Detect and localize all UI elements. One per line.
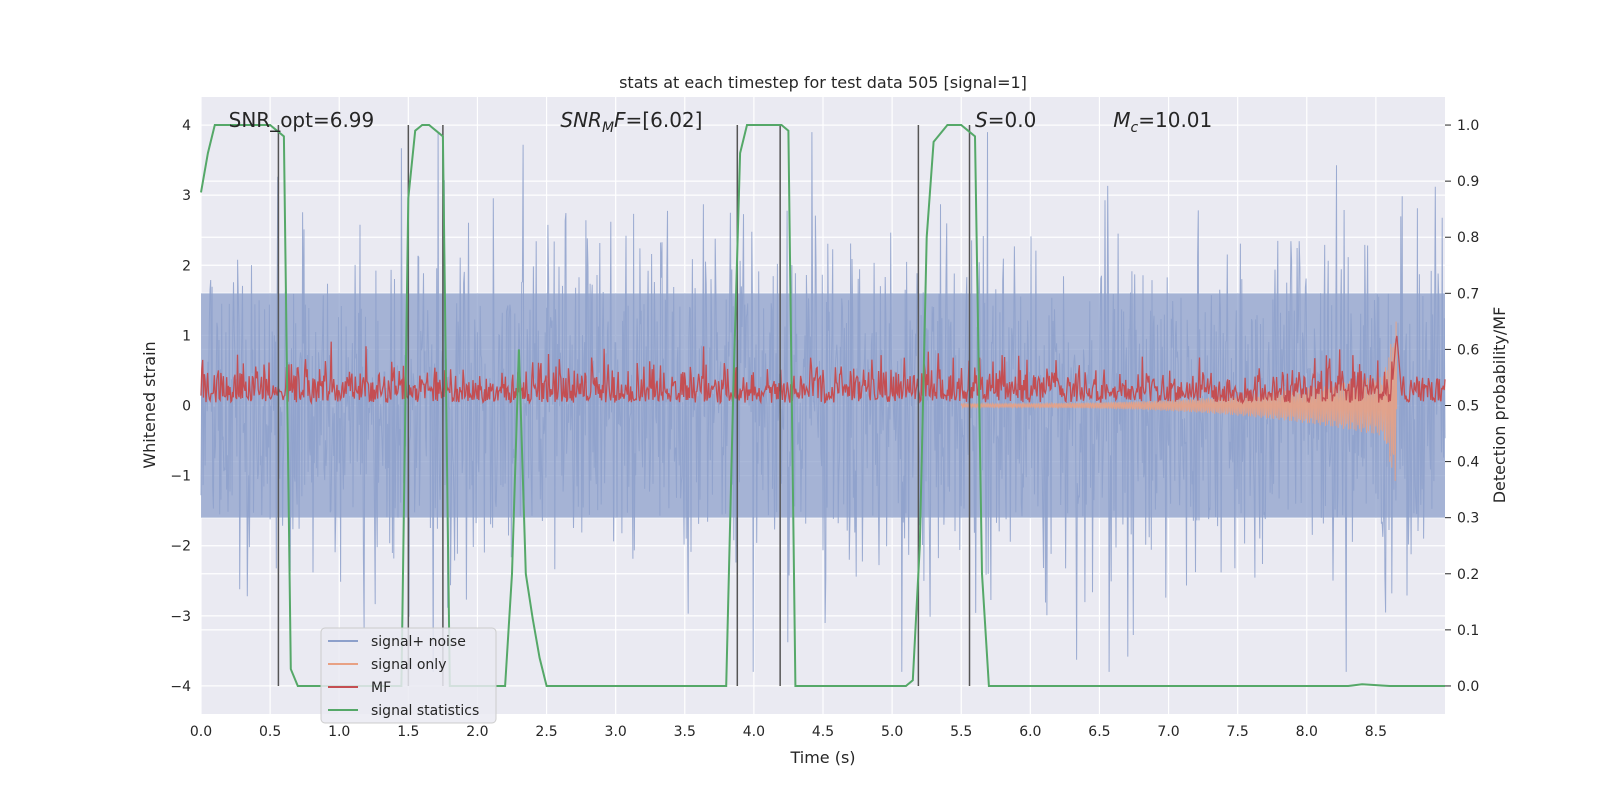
x-tick-label-4: 2.0 [466, 724, 488, 740]
x-tick-label-0: 0.0 [190, 724, 212, 740]
y-left-tick-label-5: 1 [182, 328, 191, 344]
x-axis-label: Time (s) [789, 748, 855, 767]
x-tick-label-12: 6.0 [1019, 724, 1041, 740]
x-tick-label-15: 7.5 [1227, 724, 1249, 740]
x-tick-label-14: 7.0 [1157, 724, 1179, 740]
x-tick-label-9: 4.5 [812, 724, 834, 740]
legend-label-signal-statistics: signal statistics [371, 703, 479, 719]
signal-statistics-line [200, 124, 1445, 687]
annotation-mc-value: Mc=10.01 [1113, 108, 1212, 136]
y-axis-right-label: Detection probability/MF [1490, 307, 1509, 504]
signal-only-line [960, 321, 1398, 481]
y-left-tick-label-7: 3 [182, 188, 191, 204]
legend-label-signal-noise: signal+ noise [371, 634, 466, 650]
x-tick-label-10: 5.0 [881, 724, 903, 740]
x-tick-label-6: 3.0 [605, 724, 627, 740]
y-right-tick-label-8: 0.8 [1457, 230, 1479, 246]
legend-label-mf: MF [371, 680, 391, 696]
y-right-tick-label-2: 0.2 [1457, 567, 1479, 583]
y-right-tick-label-6: 0.6 [1457, 342, 1479, 358]
y-axis-right-ticks: 0.0 0.1 0.2 0.3 0.4 0.5 0.6 0.7 0.8 0.9 1.0 [1445, 118, 1479, 695]
x-tick-label-17: 8.5 [1365, 724, 1387, 740]
y-left-tick-label-0: −4 [170, 679, 191, 695]
x-tick-label-13: 6.5 [1088, 724, 1110, 740]
y-right-tick-label-5: 0.5 [1457, 399, 1479, 415]
y-left-tick-label-6: 2 [182, 258, 191, 274]
annotation-snr-mf: SNRMF=[6.02] [560, 108, 702, 136]
annotations: SNR_opt=6.99 SNRMF=[6.02] S=0.0 Mc=10.01 [229, 108, 1213, 136]
x-tick-label-7: 3.5 [674, 724, 696, 740]
chart-title: stats at each timestep for test data 505… [619, 73, 1027, 92]
annotation-snr-opt: SNR_opt=6.99 [229, 108, 375, 132]
y-left-tick-label-1: −3 [170, 609, 191, 625]
x-tick-label-1: 0.5 [259, 724, 281, 740]
x-tick-label-3: 1.5 [397, 724, 419, 740]
x-tick-label-8: 4.0 [743, 724, 765, 740]
y-right-tick-label-3: 0.3 [1457, 511, 1479, 527]
legend-label-signal-only: signal only [371, 657, 446, 673]
x-axis-ticks: 0.0 0.5 1.0 1.5 2.0 2.5 3.0 3.5 4.0 4.5 5.0 5.5 6.0 6… [190, 724, 1387, 740]
signal-statistics-series [200, 124, 1445, 687]
legend-box [320, 627, 497, 724]
y-axis-left-ticks: −4 −3 −2 −1 0 1 2 3 4 [170, 118, 191, 695]
y-right-tick-label-0: 0.0 [1457, 679, 1479, 695]
y-axis-left-label: Whitened strain [140, 341, 159, 468]
y-left-tick-label-8: 4 [182, 118, 191, 134]
x-tick-label-5: 2.5 [535, 724, 557, 740]
signal-only-series [960, 321, 1398, 481]
annotation-s-value: S=0.0 [975, 108, 1036, 132]
legend: signal+ noise signal only MF signal stat… [320, 627, 497, 724]
y-right-tick-label-7: 0.7 [1457, 286, 1479, 302]
y-right-tick-label-1: 0.1 [1457, 623, 1479, 639]
x-tick-label-16: 8.0 [1296, 724, 1318, 740]
y-left-tick-label-3: −1 [170, 469, 191, 485]
y-right-tick-label-10: 1.0 [1457, 118, 1479, 134]
x-tick-label-11: 5.5 [950, 724, 972, 740]
x-tick-label-2: 1.0 [328, 724, 350, 740]
y-left-tick-label-4: 0 [182, 399, 191, 415]
y-right-tick-label-9: 0.9 [1457, 174, 1479, 190]
y-left-tick-label-2: −2 [170, 539, 191, 555]
y-right-tick-label-4: 0.4 [1457, 455, 1479, 471]
